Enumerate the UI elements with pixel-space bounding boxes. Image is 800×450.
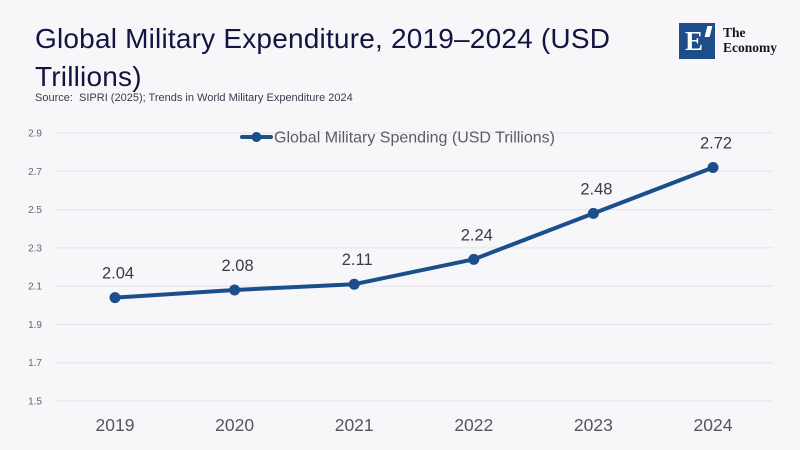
y-tick-label: 1.9	[28, 320, 42, 331]
x-tick-label: 2019	[96, 415, 135, 435]
data-label: 2.11	[342, 251, 373, 269]
logo-apostrophe-mark	[704, 26, 713, 37]
data-label: 2.48	[580, 180, 612, 198]
data-label: 2.08	[222, 257, 254, 275]
legend-label: Global Military Spending (USD Trillions)	[274, 130, 555, 147]
logo-wordmark: The Economy	[723, 25, 777, 55]
y-tick-label: 1.5	[28, 397, 42, 408]
brand-logo: E The Economy	[679, 23, 777, 59]
data-point	[468, 253, 480, 265]
logo-square: E	[679, 23, 715, 59]
legend-marker	[251, 132, 262, 142]
page-title: Global Military Expenditure, 2019–2024 (…	[35, 23, 611, 92]
line-chart: 1.5 1.7 1.9 2.1 2.3 2.5 2.7 2.9 2019 2020 2021 2022…	[28, 129, 773, 435]
source-note: Source: SIPRI (2025); Trends in World Mi…	[35, 92, 353, 104]
y-tick-label: 2.5	[28, 205, 42, 216]
series-line	[113, 165, 715, 300]
x-tick-label: 2020	[215, 415, 254, 435]
logo-wordmark-line1: The	[723, 25, 746, 40]
data-label: 2.72	[700, 134, 732, 152]
x-tick-label: 2022	[454, 415, 493, 435]
x-tick-label: 2023	[574, 415, 613, 435]
x-tick-label: 2021	[335, 415, 374, 435]
y-tick-label: 2.3	[28, 243, 42, 254]
y-tick-label: 2.1	[28, 282, 42, 293]
y-tick-label: 2.9	[28, 129, 42, 140]
logo-monogram: E	[684, 25, 703, 56]
data-label: 2.04	[102, 265, 134, 283]
x-tick-label: 2024	[694, 415, 733, 435]
data-point	[229, 284, 241, 296]
logo-wordmark-line2: Economy	[723, 40, 777, 55]
y-tick-label: 1.7	[28, 358, 42, 369]
data-point	[348, 278, 360, 290]
data-point	[587, 207, 599, 219]
data-point	[109, 292, 121, 304]
data-label: 2.24	[461, 226, 493, 244]
y-tick-label: 2.7	[28, 167, 42, 178]
data-point	[707, 161, 719, 173]
